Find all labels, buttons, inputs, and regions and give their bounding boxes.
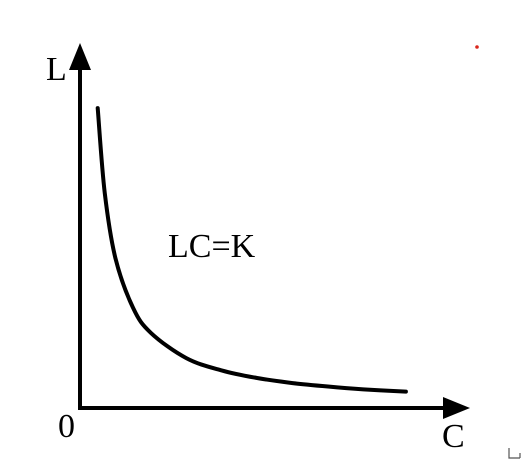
origin-label: 0 [58,408,75,445]
red-dot-marker [475,45,479,49]
return-symbol-icon [508,448,521,459]
series-line-lc-k [95,106,408,394]
x-axis-arrow [443,397,470,419]
x-axis-label: C [442,418,465,455]
y-axis-label: L [46,51,67,88]
y-axis-arrow [69,43,91,70]
curve-annotation: LC=K [168,228,256,265]
